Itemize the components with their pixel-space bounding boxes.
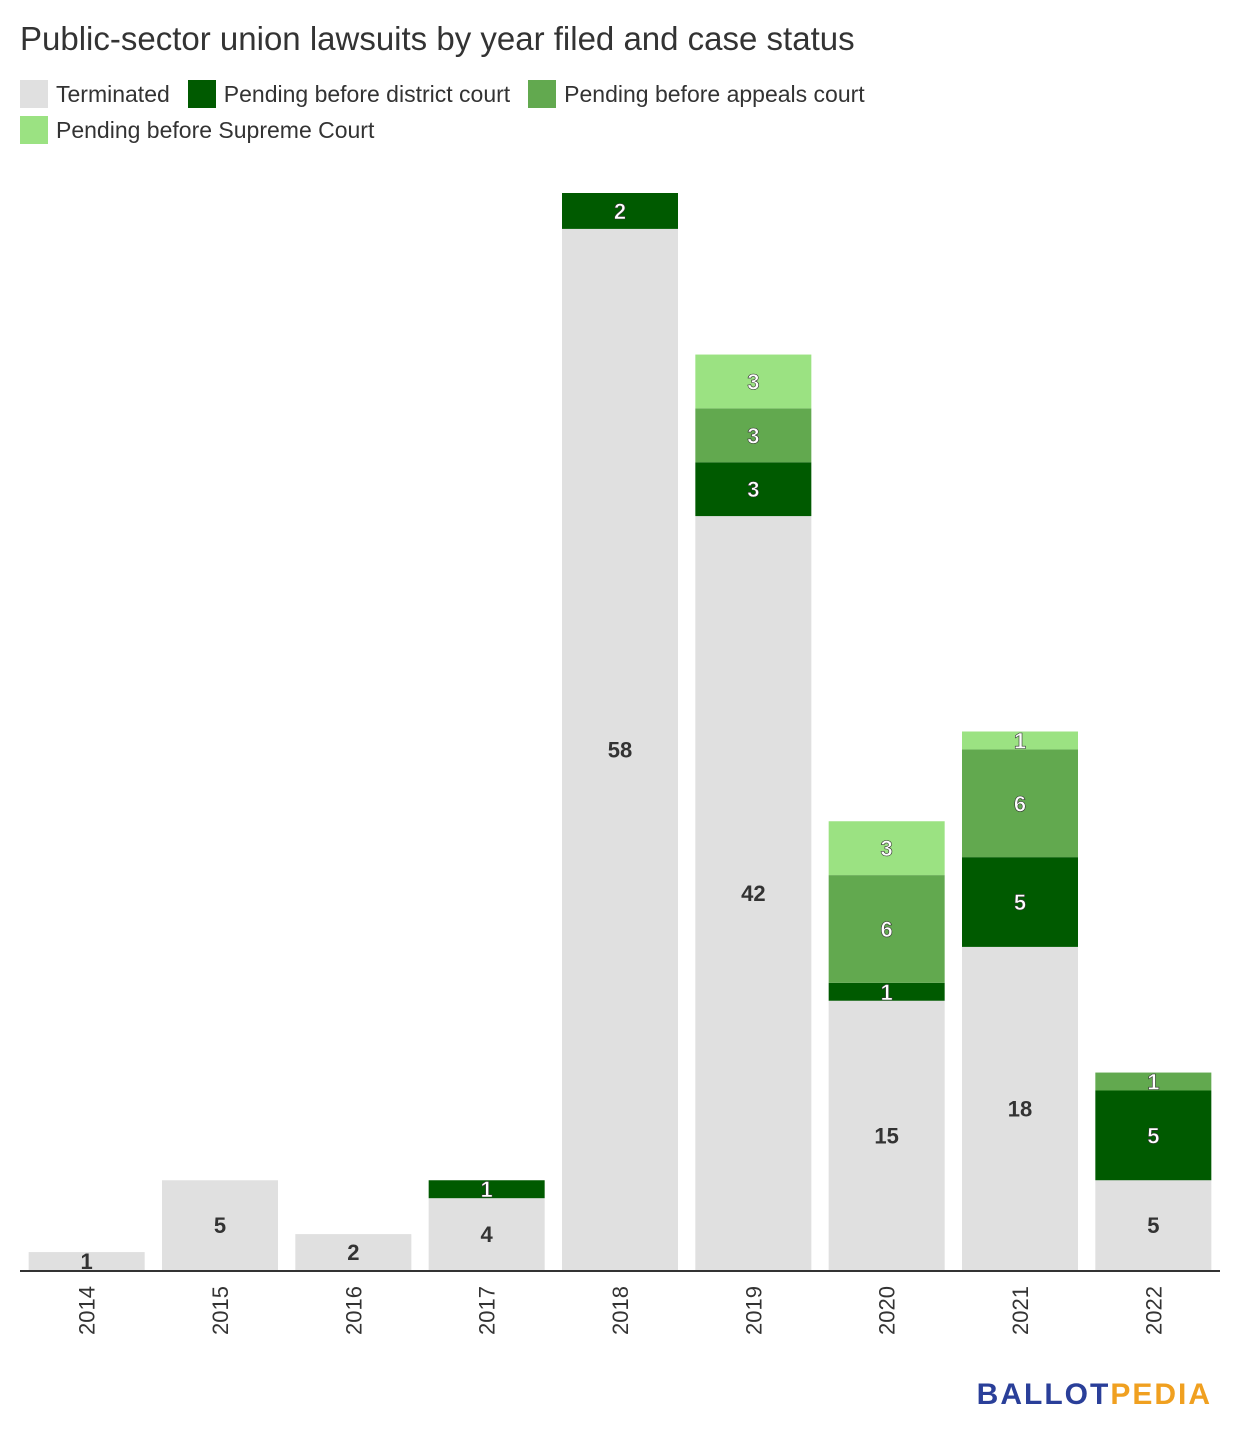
data-label-2020-pending-before-supreme-court: 3	[881, 836, 893, 861]
bar-segment-2021-pending-before-appeals-court	[962, 749, 1078, 858]
legend-item-district-court: Pending before district court	[187, 80, 511, 108]
bar-segment-2018-terminated	[562, 228, 678, 1270]
data-label-2021-pending-before-supreme-court: 1	[1014, 728, 1026, 753]
legend-item-supreme-court: Pending before Supreme Court	[20, 116, 374, 144]
ballotpedia-logo: BALLOTPEDIA	[977, 1378, 1212, 1412]
data-label-2019-pending-before-appeals-court: 3	[747, 423, 759, 448]
bar-segment-2017-pending-before-district-court	[428, 1180, 545, 1199]
bar-segment-2016-terminated	[295, 1234, 412, 1270]
data-label-2014-terminated: 1	[81, 1249, 93, 1274]
data-label-2021-terminated: 18	[1008, 1096, 1032, 1121]
bar-segment-2020-pending-before-district-court	[828, 982, 945, 1001]
legend-row-2: Pending before Supreme Court	[20, 116, 392, 144]
legend-label-terminated: Terminated	[56, 80, 170, 107]
legend-swatch-terminated	[20, 80, 48, 108]
data-label-2021-pending-before-appeals-court: 6	[1014, 791, 1026, 816]
legend-swatch-district-court	[187, 80, 216, 108]
bar-segment-2017-terminated	[428, 1198, 545, 1270]
data-label-2019-pending-before-district-court: 3	[747, 477, 759, 502]
data-label-2019-pending-before-supreme-court: 3	[747, 369, 759, 394]
x-tick-label-2015: 2015	[208, 1286, 233, 1335]
x-tick-label-2021: 2021	[1008, 1286, 1033, 1335]
data-label-2021-pending-before-district-court: 5	[1014, 890, 1026, 915]
legend-item-appeals-court: Pending before appeals court	[528, 80, 865, 108]
x-tick-label-2017: 2017	[475, 1286, 500, 1335]
data-label-2017-terminated: 4	[481, 1222, 494, 1247]
bar-segment-2021-pending-before-district-court	[962, 857, 1078, 947]
x-tick-label-2019: 2019	[741, 1286, 766, 1335]
bar-segment-2019-terminated	[695, 516, 812, 1270]
bar-segment-2020-pending-before-appeals-court	[828, 875, 945, 983]
data-label-2018-pending-before-district-court: 2	[614, 199, 626, 224]
bar-segment-2019-pending-before-appeals-court	[695, 408, 812, 463]
data-label-2020-pending-before-appeals-court: 6	[881, 917, 893, 942]
chart-title: Public-sector union lawsuits by year fil…	[20, 20, 855, 57]
legend-swatch-appeals-court	[528, 80, 557, 108]
data-label-2015-terminated: 5	[214, 1213, 226, 1238]
logo-part-ballot: BALLOT	[976, 1378, 1111, 1411]
data-label-2020-pending-before-district-court: 1	[881, 980, 893, 1005]
x-tick-label-2022: 2022	[1141, 1286, 1166, 1335]
data-label-2022-terminated: 5	[1147, 1213, 1159, 1238]
legend-label-supreme-court: Pending before Supreme Court	[56, 116, 375, 143]
legend-label-appeals-court: Pending before appeals court	[564, 80, 865, 107]
data-label-2020-terminated: 15	[874, 1123, 898, 1148]
x-tick-label-2018: 2018	[608, 1286, 633, 1335]
data-label-2022-pending-before-district-court: 5	[1147, 1123, 1159, 1148]
data-label-2018-terminated: 58	[608, 737, 632, 762]
data-label-2019-terminated: 42	[741, 881, 765, 906]
bar-segment-2019-pending-before-district-court	[695, 462, 812, 517]
x-tick-label-2014: 2014	[75, 1286, 100, 1335]
bar-segment-2021-terminated	[962, 946, 1078, 1270]
legend-swatch-supreme-court	[20, 116, 48, 144]
x-tick-label-2020: 2020	[875, 1286, 900, 1335]
bar-segment-2019-pending-before-supreme-court	[695, 354, 812, 409]
data-label-2016-terminated: 2	[347, 1240, 359, 1265]
bar-segment-2022-pending-before-appeals-court	[1095, 1072, 1212, 1091]
x-tick-label-2016: 2016	[341, 1286, 366, 1335]
data-label-2017-pending-before-district-court: 1	[481, 1177, 493, 1202]
bar-segment-2021-pending-before-supreme-court	[962, 731, 1078, 750]
bar-segment-2015-terminated	[162, 1180, 278, 1270]
data-label-2022-pending-before-appeals-court: 1	[1147, 1070, 1159, 1095]
bar-segment-2020-terminated	[828, 1000, 945, 1270]
legend-row-1: Terminated Pending before district court…	[20, 80, 883, 108]
bar-segment-2018-pending-before-district-court	[562, 193, 678, 229]
legend-label-district-court: Pending before district court	[223, 80, 511, 107]
bar-segment-2022-terminated	[1095, 1180, 1212, 1270]
stacked-bar-chart: 1201452015220164120175822018423332019151…	[20, 193, 1220, 1335]
bar-segment-2022-pending-before-district-court	[1095, 1090, 1212, 1181]
bar-segment-2014-terminated	[28, 1252, 145, 1270]
bar-segment-2020-pending-before-supreme-court	[828, 821, 945, 876]
legend-item-terminated: Terminated	[20, 80, 170, 108]
logo-part-pedia: PEDIA	[1110, 1378, 1212, 1411]
